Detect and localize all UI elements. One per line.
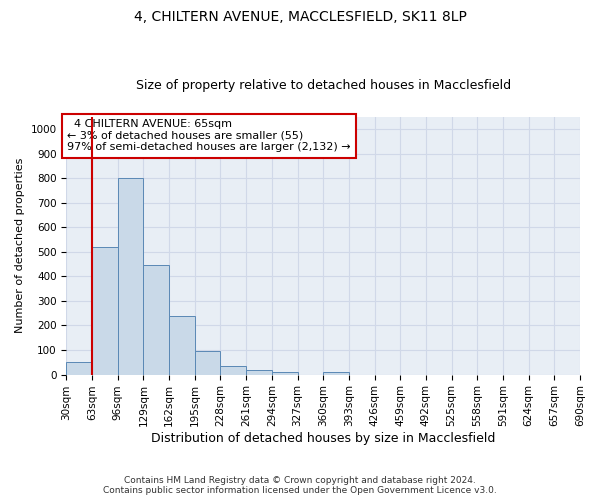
Bar	[92, 247, 118, 374]
Text: 4 CHILTERN AVENUE: 65sqm
← 3% of detached houses are smaller (55)
97% of semi-de: 4 CHILTERN AVENUE: 65sqm ← 3% of detache…	[67, 119, 351, 152]
Bar	[195, 352, 220, 374]
Bar	[67, 362, 92, 374]
Bar	[323, 372, 349, 374]
Text: 4, CHILTERN AVENUE, MACCLESFIELD, SK11 8LP: 4, CHILTERN AVENUE, MACCLESFIELD, SK11 8…	[134, 10, 466, 24]
X-axis label: Distribution of detached houses by size in Macclesfield: Distribution of detached houses by size …	[151, 432, 496, 445]
Y-axis label: Number of detached properties: Number of detached properties	[15, 158, 25, 334]
Bar	[118, 178, 143, 374]
Bar	[272, 372, 298, 374]
Title: Size of property relative to detached houses in Macclesfield: Size of property relative to detached ho…	[136, 79, 511, 92]
Bar	[220, 366, 246, 374]
Bar	[169, 316, 195, 374]
Text: Contains HM Land Registry data © Crown copyright and database right 2024.
Contai: Contains HM Land Registry data © Crown c…	[103, 476, 497, 495]
Bar	[246, 370, 272, 374]
Bar	[143, 266, 169, 374]
